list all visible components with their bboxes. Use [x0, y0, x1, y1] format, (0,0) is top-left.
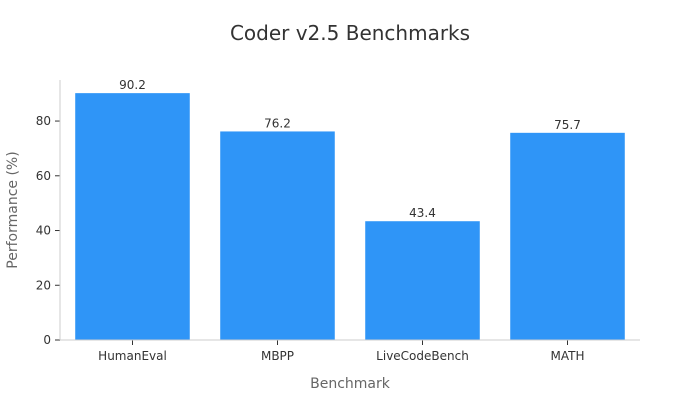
y-tick-label: 40 [36, 224, 51, 238]
data-label-math: 75.7 [554, 118, 581, 132]
x-tick-label: HumanEval [98, 349, 167, 363]
data-label-livecodebench: 43.4 [409, 206, 436, 220]
y-tick-label: 80 [36, 114, 51, 128]
y-tick-label: 0 [43, 333, 51, 347]
bar-livecodebench [365, 221, 480, 340]
y-tick-label: 20 [36, 278, 51, 292]
y-tick-label: 60 [36, 169, 51, 183]
bar-humaneval [75, 93, 190, 340]
x-tick-label: LiveCodeBench [376, 349, 469, 363]
data-label-mbpp: 76.2 [264, 116, 291, 130]
x-tick-label: MBPP [261, 349, 294, 363]
x-axis-ticks: HumanEval MBPP LiveCodeBench MATH [98, 340, 584, 363]
x-tick-label: MATH [551, 349, 585, 363]
data-labels-layer: 90.2 76.2 43.4 75.7 [119, 78, 581, 220]
x-axis-label: Benchmark [310, 376, 391, 392]
bar-mbpp [220, 131, 335, 340]
y-axis-label: Performance (%) [5, 151, 21, 268]
bars-layer [75, 93, 625, 340]
data-label-humaneval: 90.2 [119, 78, 146, 92]
bar-math [510, 132, 625, 340]
y-axis-ticks: 0 20 40 60 80 [36, 114, 60, 347]
chart-title: Coder v2.5 Benchmarks [230, 21, 470, 45]
